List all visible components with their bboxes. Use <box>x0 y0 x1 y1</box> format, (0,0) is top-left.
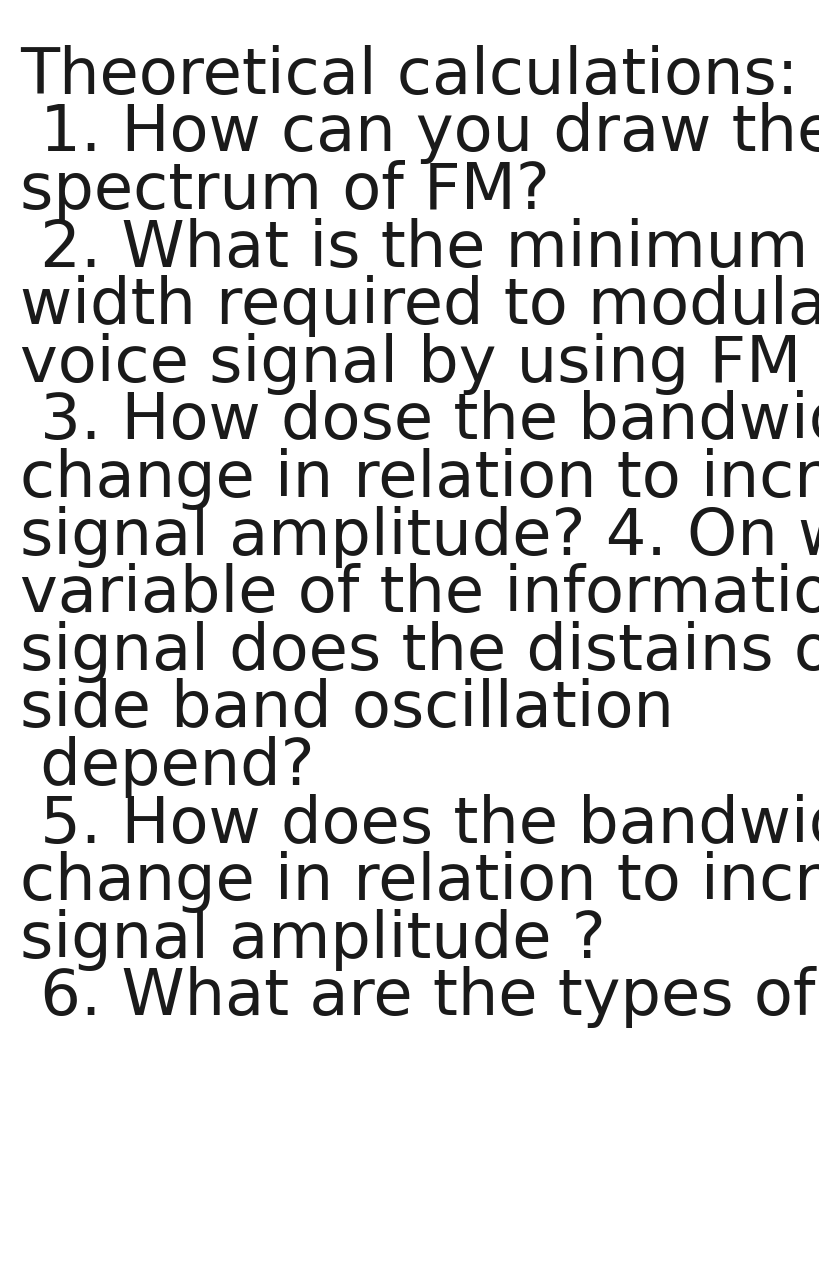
Text: voice signal by using FM ?: voice signal by using FM ? <box>20 333 819 394</box>
Text: 1. How can you draw the: 1. How can you draw the <box>20 102 819 164</box>
Text: change in relation to increasing: change in relation to increasing <box>20 448 819 509</box>
Text: signal amplitude ?: signal amplitude ? <box>20 909 606 970</box>
Text: 6. What are the types of FM?: 6. What are the types of FM? <box>20 966 819 1028</box>
Text: signal does the distains of the: signal does the distains of the <box>20 621 819 682</box>
Text: signal amplitude? 4. On what: signal amplitude? 4. On what <box>20 506 819 567</box>
Text: width required to modulate the: width required to modulate the <box>20 275 819 337</box>
Text: change in relation to increasing: change in relation to increasing <box>20 851 819 913</box>
Text: 2. What is the minimum band: 2. What is the minimum band <box>20 218 819 279</box>
Text: depend?: depend? <box>20 736 315 797</box>
Text: Theoretical calculations:: Theoretical calculations: <box>20 45 799 106</box>
Text: 5. How does the bandwidth: 5. How does the bandwidth <box>20 794 819 855</box>
Text: side band oscillation: side band oscillation <box>20 678 674 740</box>
Text: spectrum of FM?: spectrum of FM? <box>20 160 550 221</box>
Text: 3. How dose the bandwidth: 3. How dose the bandwidth <box>20 390 819 452</box>
Text: variable of the information: variable of the information <box>20 563 819 625</box>
